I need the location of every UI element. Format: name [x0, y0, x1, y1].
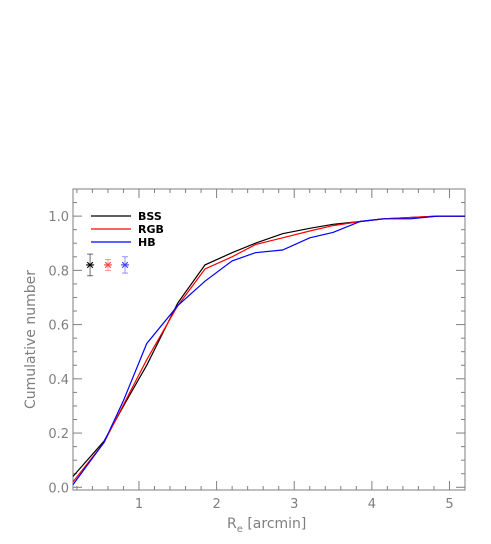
x-tick-label: 1: [135, 497, 143, 512]
x-tick-label: 2: [212, 497, 220, 512]
x-axis-label-unit: [arcmin]: [243, 516, 307, 532]
y-tick-label: 0.6: [48, 319, 69, 334]
legend-label-rgb: RGB: [138, 223, 164, 236]
x-tick-label: 5: [445, 497, 453, 512]
x-axis-label-main: R: [227, 516, 237, 532]
x-axis-label: Re [arcmin]: [227, 516, 306, 535]
error-marker-rgb: [103, 259, 112, 271]
asterisk-stroke: [104, 261, 112, 269]
x-axis-label-subscript: e: [237, 524, 243, 535]
series-lines: [72, 215, 465, 485]
series-line-rgb: [72, 215, 465, 483]
y-tick-label: 0.2: [48, 427, 69, 442]
plot-frame: [72, 188, 466, 491]
y-axis-label: Cumulative number: [23, 270, 39, 409]
x-tick-label: 4: [368, 497, 376, 512]
error-markers: [86, 253, 130, 277]
y-tick-label: 0.8: [48, 264, 69, 279]
asterisk-stroke: [86, 261, 94, 269]
asterisk-stroke: [121, 261, 129, 269]
x-tick-label: 3: [290, 497, 298, 512]
legend-label-hb: HB: [138, 236, 156, 249]
y-tick-label: 0.0: [48, 481, 69, 496]
error-marker-bss: [86, 253, 95, 277]
y-tick-label: 1.0: [48, 210, 69, 225]
axes: 1 2 3 4 5 0.0 0.2 0.4 0.6 0.8 1.0: [48, 188, 466, 512]
error-marker-hb: [121, 256, 130, 274]
series-line-hb: [72, 215, 465, 485]
series-line-bss: [72, 215, 465, 477]
legend-label-bss: BSS: [138, 210, 162, 223]
y-tick-label: 0.4: [48, 373, 69, 388]
